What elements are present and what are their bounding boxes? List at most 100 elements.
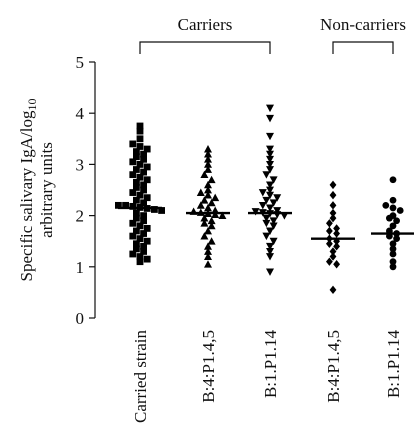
data-point-triangle-down [266,104,274,113]
data-point-square [136,127,144,135]
data-point-triangle-up [204,165,212,173]
data-point-square [129,189,137,196]
data-point-square [129,219,137,227]
data-point-diamond [329,208,337,218]
data-point-diamond [329,180,337,190]
data-point-triangle-down [266,248,274,256]
data-point-triangle-down [266,227,274,235]
data-point-triangle-up [207,175,216,184]
data-point-square [158,207,165,214]
x-tick-labels: Carried strain B:4:P1.4,5 B:1.P1.14 B:4:P1.… [131,330,403,423]
data-point-square [140,186,147,194]
data-point-circle [389,222,397,230]
median-lines [118,206,414,240]
group-bracket-non-carriers [332,41,394,54]
data-point-triangle-down [266,132,274,141]
data-point-triangle-down [269,217,278,225]
data-point-triangle-down [258,201,267,210]
x-tick-label: B:4:P1.4,5 [199,330,218,403]
data-point-triangle-up [207,198,216,207]
data-point-circle [389,176,397,184]
data-point-square [133,240,140,248]
group-label: Carriers [178,15,233,34]
data-point-triangle-up [207,216,216,225]
data-point-diamond [326,219,333,228]
x-tick-label: B:1.P1.14 [261,330,280,399]
data-point-triangle-up [204,203,212,212]
data-point-square [143,225,151,232]
data-point-square [143,145,151,153]
data-point-square [133,166,140,173]
data-points [115,104,404,295]
data-point-square [140,217,147,225]
group-bracket-carriers [139,41,271,54]
data-point-triangle-up [204,186,212,194]
data-point-diamond [333,224,340,233]
data-point-triangle-up [218,211,227,219]
data-point-triangle-up [204,150,212,158]
data-point-square [133,153,140,161]
data-point-square [136,135,144,143]
data-point-triangle-up [200,196,209,204]
data-point-triangle-down [273,207,282,215]
data-point-circle [389,212,397,220]
data-point-square [136,253,144,260]
data-point-square [140,155,147,163]
data-point-triangle-up [196,201,205,209]
data-point-diamond [329,285,337,295]
data-point-square [140,248,147,255]
data-point-circle [389,240,397,248]
data-point-triangle-down [266,150,274,159]
data-point-diamond [329,252,337,261]
data-point-triangle-down [262,219,271,228]
data-point-square [122,201,129,209]
data-point-square [136,258,144,266]
y-axis-title-main: Specific salivary IgA/log [17,110,36,281]
data-point-triangle-up [204,242,212,250]
data-point-square [151,206,158,213]
data-point-square [143,176,151,184]
data-point-square [136,161,144,168]
data-point-square [133,148,140,155]
data-point-triangle-down [266,145,274,154]
data-point-triangle-down [266,161,274,169]
data-point-triangle-up [204,252,212,260]
group-label: Non-carriers [320,15,406,34]
data-point-triangle-up [204,155,212,163]
y-tick-label: 5 [76,53,85,72]
data-point-circle [389,204,397,212]
data-point-square [136,222,144,230]
y-axis-title-line2: arbitrary units [37,142,56,238]
data-point-triangle-down [262,214,271,223]
data-point-circle [389,196,397,204]
data-point-triangle-up [204,226,212,235]
data-point-triangle-down [266,114,274,123]
data-point-circle [389,258,397,266]
y-tick-label: 4 [76,104,85,123]
data-point-triangle-down [269,237,278,246]
data-point-diamond [329,213,337,223]
data-point-triangle-up [200,232,209,240]
data-point-triangle-up [204,247,212,255]
x-tick-label: Carried strain [131,330,150,423]
data-point-circle [389,250,397,258]
data-point-square [143,163,151,171]
data-point-square [140,230,147,237]
data-point-square [143,194,151,202]
data-point-square [140,181,147,189]
data-point-circle [396,207,404,214]
y-tick-label: 0 [76,309,85,328]
data-point-diamond [333,260,340,269]
data-point-diamond [333,229,340,238]
data-point-triangle-down [251,208,260,216]
data-point-triangle-up [207,237,216,245]
data-point-square [129,140,137,148]
data-point-square [133,245,140,253]
data-point-triangle-up [204,260,212,268]
data-point-square [129,158,137,166]
data-point-triangle-up [196,188,205,196]
data-point-square [136,191,144,199]
x-tick-label: B:4:P1.4,5 [324,330,343,403]
